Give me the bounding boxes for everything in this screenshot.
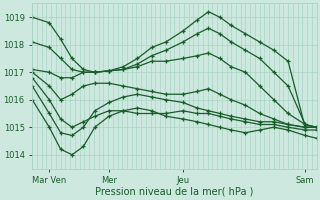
X-axis label: Pression niveau de la mer( hPa ): Pression niveau de la mer( hPa )	[95, 187, 253, 197]
